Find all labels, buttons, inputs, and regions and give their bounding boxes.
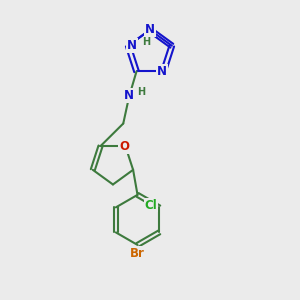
Text: H: H	[142, 37, 151, 47]
Text: N: N	[145, 23, 155, 36]
Text: H: H	[137, 87, 146, 97]
Text: Br: Br	[130, 247, 145, 260]
Text: Cl: Cl	[145, 199, 157, 212]
Text: N: N	[124, 89, 134, 102]
Text: N: N	[157, 65, 167, 78]
Text: N: N	[127, 39, 137, 52]
Text: O: O	[119, 140, 129, 153]
